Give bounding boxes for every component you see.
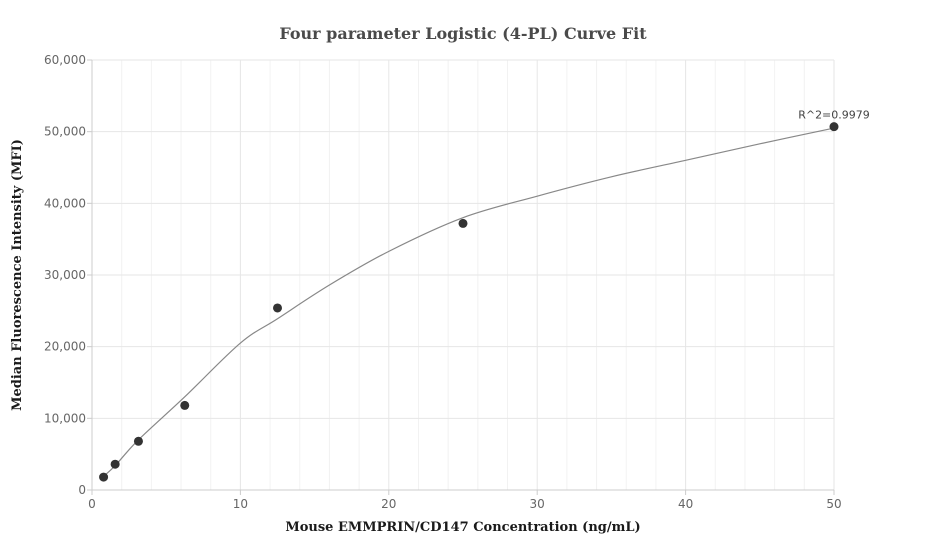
y-tick-label: 20,000 — [44, 340, 86, 354]
data-point[interactable] — [273, 303, 282, 313]
x-tick-label: 40 — [678, 497, 693, 511]
y-tick-label: 60,000 — [44, 53, 86, 67]
y-tick-label: 0 — [78, 483, 86, 497]
y-tick-label: 50,000 — [44, 125, 86, 139]
x-tick-label: 0 — [88, 497, 96, 511]
chart-title: Four parameter Logistic (4-PL) Curve Fit — [279, 24, 647, 43]
y-axis-title: Median Fluorescence Intensity (MFI) — [10, 139, 25, 411]
y-tick-label: 40,000 — [44, 196, 86, 210]
r-squared-label: R^2=0.9979 — [798, 109, 870, 122]
data-point[interactable] — [180, 400, 190, 410]
fit-curve-line — [103, 127, 835, 477]
data-point[interactable] — [133, 436, 143, 446]
x-tick-label: 50 — [826, 497, 841, 511]
data-point[interactable] — [829, 122, 839, 132]
x-tick-label: 20 — [381, 497, 396, 511]
x-tick-label: 10 — [233, 497, 248, 511]
tick-labels: 0 10 20 30 40 50 0 10,000 20,000 30,000 40,000 50,0… — [44, 53, 842, 511]
fit-curve — [103, 127, 835, 477]
y-tick-label: 30,000 — [44, 268, 86, 282]
x-tick-label: 30 — [530, 497, 545, 511]
annotations: R^2=0.9979 — [798, 109, 870, 122]
data-points — [99, 122, 839, 482]
data-point[interactable] — [110, 459, 120, 469]
data-point[interactable] — [458, 218, 468, 228]
y-tick-label: 10,000 — [44, 411, 86, 425]
x-axis-title: Mouse EMMPRIN/CD147 Concentration (ng/mL… — [285, 520, 640, 535]
data-point[interactable] — [99, 472, 109, 482]
grid — [92, 59, 835, 490]
